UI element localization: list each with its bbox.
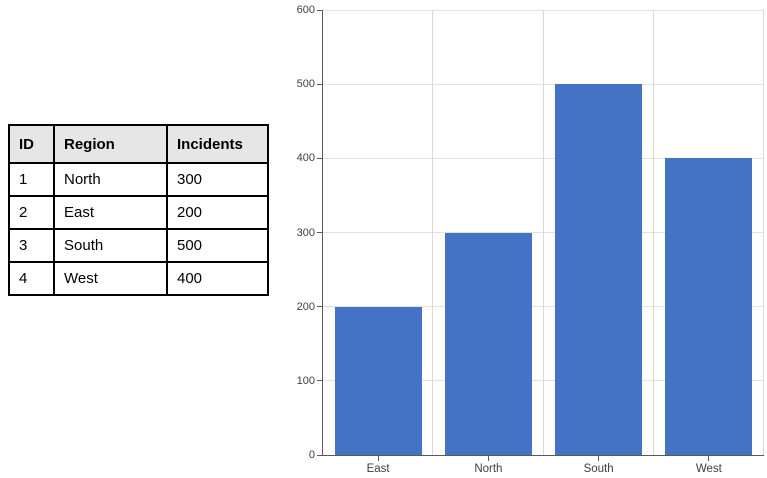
table-cell: 4 xyxy=(8,261,55,296)
table-cell: South xyxy=(53,228,168,263)
table-cell: 3 xyxy=(8,228,55,263)
y-axis-tick-label: 600 xyxy=(296,4,315,16)
y-axis-tick-label: 500 xyxy=(296,78,315,91)
bar-east xyxy=(335,306,422,455)
x-gridline xyxy=(543,10,544,455)
x-axis-category-label: North xyxy=(474,463,503,475)
x-axis-tick xyxy=(487,456,489,461)
y-axis-tick xyxy=(317,380,322,382)
table-cell: 1 xyxy=(8,162,55,197)
x-axis-category-label: South xyxy=(583,463,614,475)
table-cell: 400 xyxy=(166,261,269,296)
table-body: 1 North 300 2 East 200 3 South 500 4 West 400 xyxy=(8,162,269,296)
y-axis-tick-label: 0 xyxy=(308,449,315,461)
table-cell: West xyxy=(53,261,168,296)
y-axis-tick xyxy=(317,157,322,159)
x-axis-category-label: East xyxy=(366,463,390,475)
y-axis-tick-label: 100 xyxy=(296,374,315,387)
table-cell: 200 xyxy=(166,195,269,230)
incidents-table: ID Region Incidents 1 North 300 2 East 200 3 Sout… xyxy=(8,124,269,296)
y-axis-tick xyxy=(317,454,322,456)
table-row: 4 West 400 xyxy=(8,261,269,296)
table-row: 1 North 300 xyxy=(8,162,269,197)
table-row: 2 East 200 xyxy=(8,195,269,230)
y-axis-tick-label: 300 xyxy=(296,226,315,239)
bar-north xyxy=(445,232,532,455)
x-axis-tick xyxy=(708,456,710,461)
table-header: ID Region Incidents xyxy=(8,124,269,164)
table-header-row: ID Region Incidents xyxy=(8,124,269,164)
x-axis-category-label: West xyxy=(695,463,722,475)
column-header-incidents: Incidents xyxy=(166,124,269,164)
y-axis-tick-label: 200 xyxy=(296,300,315,313)
y-axis-tick-label: 400 xyxy=(296,152,315,165)
x-gridline xyxy=(763,10,764,455)
y-axis-tick xyxy=(317,306,322,308)
bar-chart-plot-area: 0 100 200 300 400 500 600 East North South West xyxy=(297,4,764,475)
table-cell: East xyxy=(53,195,168,230)
table-cell: 2 xyxy=(8,195,55,230)
table-cell: 300 xyxy=(166,162,269,197)
y-axis-tick xyxy=(317,83,322,85)
x-gridline xyxy=(432,10,433,455)
bar-west xyxy=(665,158,752,455)
y-axis-tick xyxy=(317,9,322,11)
table-row: 3 South 500 xyxy=(8,228,269,263)
column-header-region: Region xyxy=(53,124,168,164)
table-cell: 500 xyxy=(166,228,269,263)
table-cell: North xyxy=(53,162,168,197)
bar-south xyxy=(555,84,642,455)
x-axis-tick xyxy=(598,456,600,461)
x-gridline xyxy=(653,10,654,455)
x-axis-tick xyxy=(377,456,379,461)
column-header-id: ID xyxy=(8,124,55,164)
y-axis-tick xyxy=(317,232,322,233)
